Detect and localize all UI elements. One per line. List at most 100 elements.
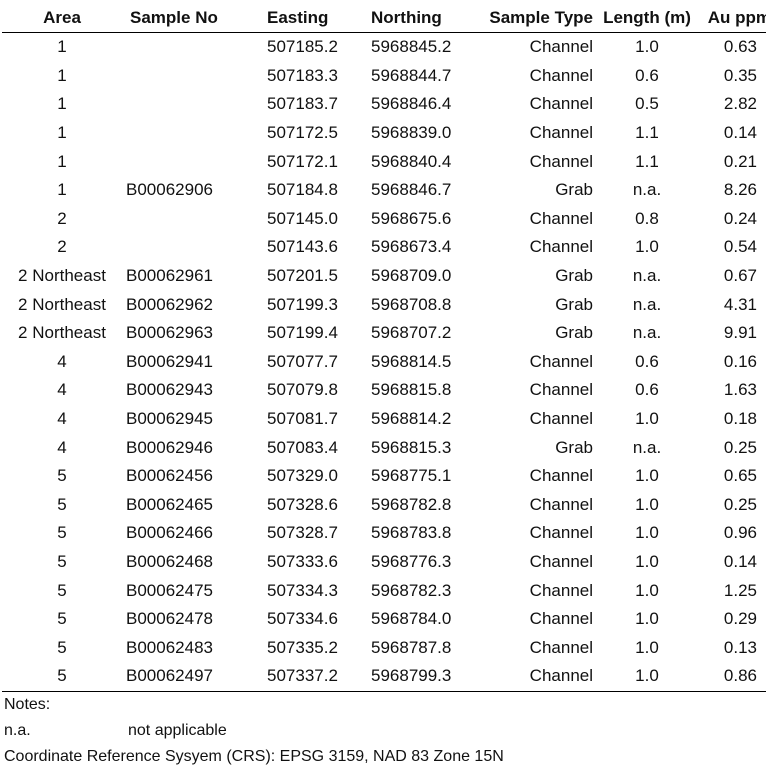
- cell-length: 1.1: [635, 123, 659, 143]
- cell-northing: 5968799.3: [367, 662, 473, 692]
- cell-sample-type: Channel: [529, 409, 593, 429]
- cell-length: 0.8: [635, 208, 659, 228]
- cell-au-ppm: 0.25: [723, 494, 757, 514]
- cell-sample-no: B00062483: [126, 637, 213, 657]
- cell-easting: 507201.5: [267, 266, 338, 286]
- notes-abbreviation-row: n.a. not applicable: [4, 718, 504, 744]
- cell-au-ppm: 0.63: [723, 37, 757, 57]
- cell-sample-type: Grab: [555, 266, 593, 286]
- cell-sample-no: [122, 62, 263, 91]
- cell-easting: 507083.4: [267, 437, 338, 457]
- cell-sample-type: Channel: [529, 94, 593, 114]
- cell-area: 2 Northeast: [18, 323, 106, 343]
- cell-northing: 5968673.4: [371, 237, 452, 257]
- cell-easting: 507184.8: [267, 180, 338, 200]
- cell-length: 1.0: [635, 237, 659, 257]
- cell-length: 1.0: [597, 662, 697, 692]
- cell-sample-no: [122, 119, 263, 148]
- cell-length: n.a.: [632, 266, 662, 286]
- cell-northing: 5968846.7: [371, 180, 452, 200]
- cell-sample-no: [122, 33, 263, 62]
- cell-sample-no: [122, 147, 263, 176]
- cell-sample-type: Channel: [529, 380, 593, 400]
- cell-easting: 507333.6: [267, 551, 338, 571]
- cell-area: 5: [57, 580, 67, 600]
- cell-northing: 5968814.2: [371, 409, 452, 429]
- cell-au-ppm: 0.13: [723, 637, 757, 657]
- cell-length: n.a.: [632, 180, 662, 200]
- table-row: 5 B00062456 507329.0 5968775.1 Channel 1.0 0.6…: [2, 462, 766, 491]
- table-row: 1 507172.5 5968839.0 Channel 1.1 0.14: [2, 119, 766, 148]
- cell-sample-no: B00062497: [122, 662, 263, 692]
- cell-easting: 507172.1: [267, 151, 338, 171]
- cell-sample-no: B00062465: [126, 494, 213, 514]
- cell-area: 5: [57, 523, 67, 543]
- table-row: 4 B00062943 507079.8 5968815.8 Channel 0.6 1.6…: [2, 376, 766, 405]
- cell-length: n.a.: [632, 437, 662, 457]
- cell-sample-type: Grab: [555, 437, 593, 457]
- cell-easting: 507172.5: [267, 123, 338, 143]
- cell-northing: 5968815.3: [371, 437, 452, 457]
- cell-length: 0.6: [635, 65, 659, 85]
- cell-area: 4: [57, 437, 67, 457]
- cell-area: 5: [57, 494, 67, 514]
- table-row: 1 B00062906 507184.8 5968846.7 Grab n.a. 8.26: [2, 176, 766, 205]
- table-row: 1 507185.2 5968845.2 Channel 1.0 0.63: [2, 33, 766, 62]
- cell-sample-type: Channel: [529, 208, 593, 228]
- cell-area: 2 Northeast: [18, 266, 106, 286]
- cell-au-ppm: 9.91: [723, 323, 757, 343]
- cell-area: 5: [57, 551, 67, 571]
- header-length: Length (m): [597, 4, 697, 33]
- cell-sample-type: Channel: [529, 151, 593, 171]
- cell-sample-no: [122, 205, 263, 234]
- cell-sample-type: Grab: [555, 294, 593, 314]
- table-row: 5 B00062466 507328.7 5968783.8 Channel 1.0 0.9…: [2, 519, 766, 548]
- cell-northing: 5968845.2: [371, 37, 452, 57]
- cell-easting: 507145.0: [267, 208, 338, 228]
- cell-length: n.a.: [632, 323, 662, 343]
- notes-crs: Coordinate Reference Sysyem (CRS): EPSG …: [4, 748, 504, 765]
- cell-sample-type: Channel: [529, 237, 593, 257]
- cell-easting: 507328.7: [267, 523, 338, 543]
- cell-northing: 5968675.6: [371, 208, 452, 228]
- header-au-ppm: Au ppm: [697, 4, 766, 33]
- cell-au-ppm: 0.65: [723, 466, 757, 486]
- cell-length: 1.0: [635, 580, 659, 600]
- header-area: Area: [2, 4, 122, 33]
- cell-sample-type: Channel: [529, 523, 593, 543]
- table-row: 2 Northeast B00062962 507199.3 5968708.8 Gra…: [2, 290, 766, 319]
- cell-length: 1.0: [635, 409, 659, 429]
- cell-sample-no: B00062478: [126, 609, 213, 629]
- header-easting: Easting: [263, 4, 367, 33]
- cell-sample-type: Channel: [529, 123, 593, 143]
- cell-northing: 5968776.3: [371, 551, 452, 571]
- cell-sample-no: B00062963: [126, 323, 213, 343]
- header-sample-type: Sample Type: [473, 4, 597, 33]
- cell-easting: 507081.7: [267, 409, 338, 429]
- cell-sample-no: B00062475: [126, 580, 213, 600]
- cell-easting: 507183.7: [267, 94, 338, 114]
- notes-heading: Notes:: [4, 696, 51, 713]
- cell-area: 2 Northeast: [18, 294, 106, 314]
- cell-length: 1.0: [635, 523, 659, 543]
- table-body: 1 507185.2 5968845.2 Channel 1.0 0.63 1 507183.…: [2, 33, 766, 692]
- cell-au-ppm: 0.21: [723, 151, 757, 171]
- cell-northing: 5968775.1: [371, 466, 452, 486]
- cell-area: 5: [57, 466, 67, 486]
- cell-au-ppm: 0.54: [723, 237, 757, 257]
- table-row: 2 507145.0 5968675.6 Channel 0.8 0.24: [2, 205, 766, 234]
- table-row: 4 B00062941 507077.7 5968814.5 Channel 0.6 0.1…: [2, 348, 766, 377]
- cell-easting: 507199.4: [267, 323, 338, 343]
- cell-sample-no: [122, 90, 263, 119]
- cell-au-ppm: 0.14: [723, 123, 757, 143]
- cell-au-ppm: 0.86: [697, 662, 766, 692]
- table-row: 5 B00062475 507334.3 5968782.3 Channel 1.0 1.2…: [2, 576, 766, 605]
- cell-au-ppm: 0.25: [723, 437, 757, 457]
- cell-area: 1: [57, 151, 67, 171]
- cell-sample-no: B00062943: [126, 380, 213, 400]
- sample-results-table: Area Sample No Easting Northing Sample T…: [2, 4, 766, 692]
- cell-northing: 5968846.4: [371, 94, 452, 114]
- cell-sample-no: B00062906: [126, 180, 213, 200]
- table-row: 5 B00062478 507334.6 5968784.0 Channel 1.0 0.2…: [2, 605, 766, 634]
